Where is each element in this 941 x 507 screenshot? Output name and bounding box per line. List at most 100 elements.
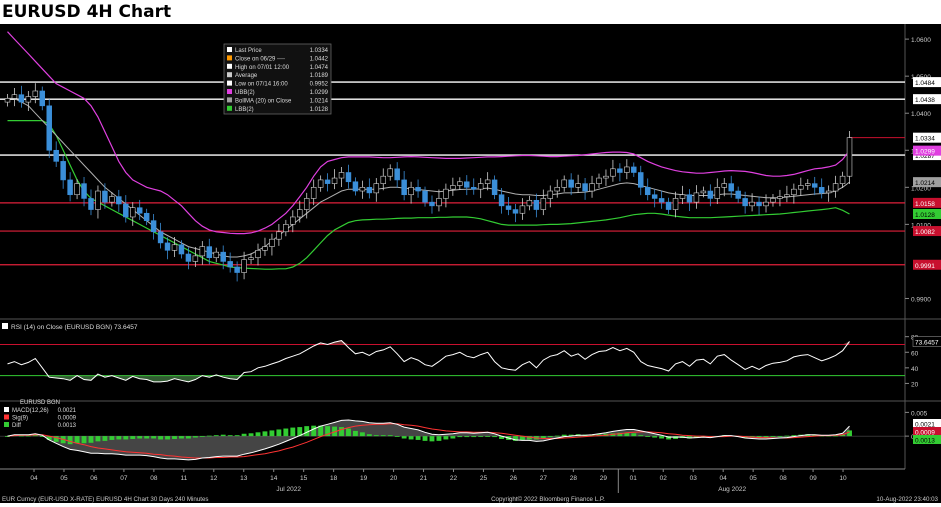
macd-diff-bar xyxy=(346,428,351,437)
level-label: 1.0082 xyxy=(915,229,935,236)
macd-legend-swatch xyxy=(4,407,9,412)
macd-diff-bar xyxy=(499,436,505,439)
macd-diff-bar xyxy=(297,427,303,437)
macd-diff-bar xyxy=(540,436,546,439)
candle xyxy=(81,183,87,199)
macd-diff-bar xyxy=(526,436,532,440)
price-tick-label: 1.0100 xyxy=(911,222,931,229)
macd-diff-bar xyxy=(262,431,268,437)
macd-diff-bar xyxy=(464,436,470,438)
candle xyxy=(283,224,289,233)
candle xyxy=(624,166,630,173)
macd-legend-value: 0.0021 xyxy=(58,408,77,414)
chart-area: 1.06001.05001.04001.03001.02001.01000.99… xyxy=(0,24,941,503)
lower-bollinger-band xyxy=(7,119,850,270)
macd-diff-bar xyxy=(840,434,845,437)
legend-swatch xyxy=(227,105,232,111)
macd-diff-bar xyxy=(206,435,212,437)
candle xyxy=(533,199,540,210)
candle xyxy=(178,244,185,255)
legend-swatch xyxy=(227,55,232,61)
macd-diff-bar xyxy=(693,436,699,438)
x-axis-day-label: 03 xyxy=(690,475,698,482)
x-axis-day-label: 20 xyxy=(390,475,398,482)
macd-tick-label: 0.005 xyxy=(911,410,928,417)
value-label: 1.0128 xyxy=(915,212,935,219)
value-label: 1.0299 xyxy=(915,149,935,156)
macd-diff-bar xyxy=(624,432,630,437)
macd-diff-bar xyxy=(631,433,637,437)
chart-title: EURUSD 4H Chart xyxy=(0,0,941,24)
x-axis-day-label: 15 xyxy=(300,475,308,482)
candle xyxy=(192,255,199,262)
macd-diff-bar xyxy=(756,436,762,438)
candle xyxy=(770,198,776,203)
rsi-tick-label: 40 xyxy=(911,366,919,373)
candle xyxy=(832,183,839,192)
macd-diff-bar xyxy=(67,436,73,445)
candle xyxy=(798,185,804,190)
macd-diff-bar xyxy=(568,434,574,437)
macd-diff-bar xyxy=(833,435,839,437)
legend-label: Low on 07/14 16:00 xyxy=(235,82,288,88)
candle xyxy=(825,190,832,194)
candle xyxy=(436,198,442,207)
macd-diff-bar xyxy=(158,436,164,440)
macd-diff-bar xyxy=(457,436,463,438)
candle xyxy=(199,246,206,257)
candle xyxy=(95,190,101,210)
candle xyxy=(512,209,519,214)
candle xyxy=(672,198,679,210)
macd-diff-bar xyxy=(352,430,358,437)
footer-right: 10-Aug-2022 23:40:03 xyxy=(876,496,938,503)
candle xyxy=(234,266,240,273)
footer-left: EUR Curncy (EUR-USD X-RATE) EURUSD 4H Ch… xyxy=(2,496,209,503)
level-label: 1.0484 xyxy=(915,80,935,87)
macd-diff-bar xyxy=(109,436,115,440)
candle xyxy=(380,175,387,184)
macd-diff-bar xyxy=(513,436,518,441)
macd-legend-value: 0.0013 xyxy=(58,423,77,429)
candle xyxy=(25,96,32,103)
x-axis-day-label: 08 xyxy=(779,475,787,482)
candle xyxy=(477,183,484,190)
macd-diff-bar xyxy=(478,436,484,437)
level-label-box xyxy=(913,226,941,237)
macd-diff-bar xyxy=(443,436,449,440)
candle xyxy=(74,183,80,196)
macd-diff-bar xyxy=(687,436,692,439)
candle xyxy=(53,149,59,162)
candle xyxy=(415,187,421,192)
rsi-tick-label: 60 xyxy=(911,350,919,357)
macd-diff-bar xyxy=(645,436,651,437)
candle xyxy=(547,190,554,199)
legend-value: 1.0299 xyxy=(310,90,329,96)
candle xyxy=(450,185,456,190)
macd-diff-bar xyxy=(165,436,170,440)
legend-label: UBB(2) xyxy=(235,90,255,96)
candle xyxy=(324,179,331,184)
legend-label: BollMA (20) on Close xyxy=(235,98,292,104)
macd-diff-bar xyxy=(123,436,129,440)
macd-legend-label: MACD(12,26) xyxy=(12,408,49,414)
candle xyxy=(171,244,178,251)
candle xyxy=(185,253,192,262)
candle xyxy=(505,205,512,210)
level-label: 1.0438 xyxy=(915,97,935,104)
candle xyxy=(39,90,46,107)
macd-diff-bar xyxy=(777,436,783,437)
macd-diff-bar xyxy=(311,425,317,437)
macd-diff-bar xyxy=(95,436,101,442)
candle xyxy=(60,161,66,181)
price-tick-label: 0.9900 xyxy=(911,296,931,303)
macd-diff-bar xyxy=(422,436,428,441)
candle xyxy=(665,201,672,210)
candle xyxy=(276,231,282,240)
x-axis-day-label: 04 xyxy=(720,475,728,482)
macd-diff-bar xyxy=(276,429,282,437)
candle xyxy=(603,175,609,179)
macd-diff-bar xyxy=(144,436,150,439)
legend-value: 1.0128 xyxy=(310,107,329,113)
macd-diff-bar xyxy=(46,436,52,440)
candle xyxy=(317,179,324,188)
